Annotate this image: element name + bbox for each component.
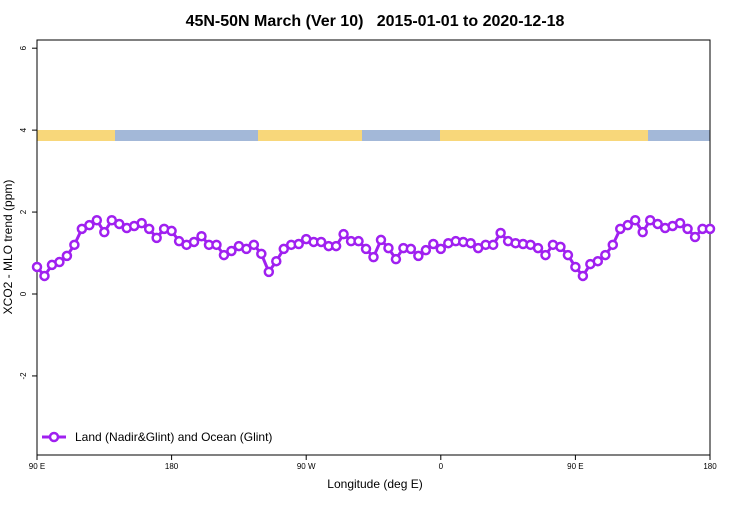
x-tick-label: 90 E	[567, 462, 583, 471]
data-point	[682, 223, 693, 235]
data-point	[218, 249, 230, 261]
data-point	[375, 234, 387, 246]
data-point	[248, 239, 260, 251]
data-point	[562, 249, 574, 261]
data-point	[465, 237, 476, 249]
data-point	[622, 219, 633, 231]
data-point	[263, 266, 275, 278]
legend-label: Land (Nadir&Glint) and Ocean (Glint)	[75, 430, 272, 444]
land-band	[258, 130, 362, 141]
data-point	[91, 215, 103, 226]
x-tick-label: 90 W	[297, 462, 316, 471]
data-point	[353, 235, 364, 247]
data-point	[652, 218, 663, 230]
data-point	[256, 248, 267, 260]
plot-frame	[36, 39, 711, 456]
x-tick-label: 180	[703, 462, 717, 471]
x-axis-label: Longitude (deg E)	[327, 477, 422, 491]
y-tick-label: 2	[19, 209, 28, 214]
data-point	[532, 242, 544, 254]
data-point	[368, 251, 379, 263]
y-tick-label: 0	[19, 291, 28, 296]
data-point	[487, 239, 499, 251]
data-point	[69, 239, 80, 251]
data-point	[330, 240, 342, 252]
data-point	[166, 225, 177, 237]
data-point	[704, 223, 716, 235]
x-tick-label: 180	[165, 462, 179, 471]
data-point	[420, 244, 432, 256]
data-point	[241, 243, 252, 255]
data-point	[592, 255, 604, 267]
data-point	[114, 218, 125, 230]
land-band	[440, 130, 648, 141]
data-point	[271, 255, 282, 267]
data-point	[188, 236, 200, 248]
ocean-band	[648, 130, 710, 141]
data-point	[278, 243, 290, 255]
y-tick-label: -2	[19, 372, 28, 380]
data-point	[577, 270, 589, 282]
data-point	[226, 245, 237, 257]
data-point	[607, 239, 619, 251]
data-point	[315, 236, 327, 248]
data-point	[405, 243, 417, 255]
y-axis-label: XCO2 - MLO trend (ppm)	[1, 180, 15, 315]
surface-strip	[37, 130, 710, 141]
data-point	[293, 238, 304, 250]
data-point	[383, 242, 394, 254]
data-point	[39, 270, 50, 282]
data-point	[136, 217, 147, 229]
data-point	[151, 232, 162, 244]
data-point	[674, 217, 686, 229]
data-point	[196, 230, 207, 242]
x-tick-label: 90 E	[29, 462, 45, 471]
data-point	[637, 226, 648, 238]
data-point	[689, 231, 701, 243]
data-point	[570, 261, 581, 273]
data-point	[435, 243, 447, 255]
data-point	[428, 238, 439, 250]
data-point	[600, 249, 611, 261]
data-point	[338, 228, 349, 240]
x-tick-label: 0	[439, 462, 444, 471]
ocean-band	[115, 130, 258, 141]
data-point	[143, 223, 155, 235]
data-point	[211, 239, 222, 251]
y-tick-label: 6	[19, 45, 28, 50]
data-point	[360, 243, 372, 255]
land-band	[37, 130, 115, 141]
data-point	[495, 227, 506, 239]
data-point	[413, 250, 424, 262]
data-point	[31, 261, 43, 273]
data-point	[390, 253, 402, 265]
chart-title: 45N-50N March (Ver 10) 2015-01-01 to 202…	[186, 13, 565, 30]
data-point	[54, 256, 65, 268]
ocean-band	[362, 130, 440, 141]
data-point	[61, 250, 73, 262]
data-point	[99, 226, 110, 238]
data-point	[629, 215, 641, 226]
legend-marker	[48, 431, 60, 443]
data-point	[555, 241, 566, 253]
y-tick-label: 4	[19, 127, 28, 132]
data-point	[540, 249, 551, 261]
data-point	[84, 219, 95, 231]
